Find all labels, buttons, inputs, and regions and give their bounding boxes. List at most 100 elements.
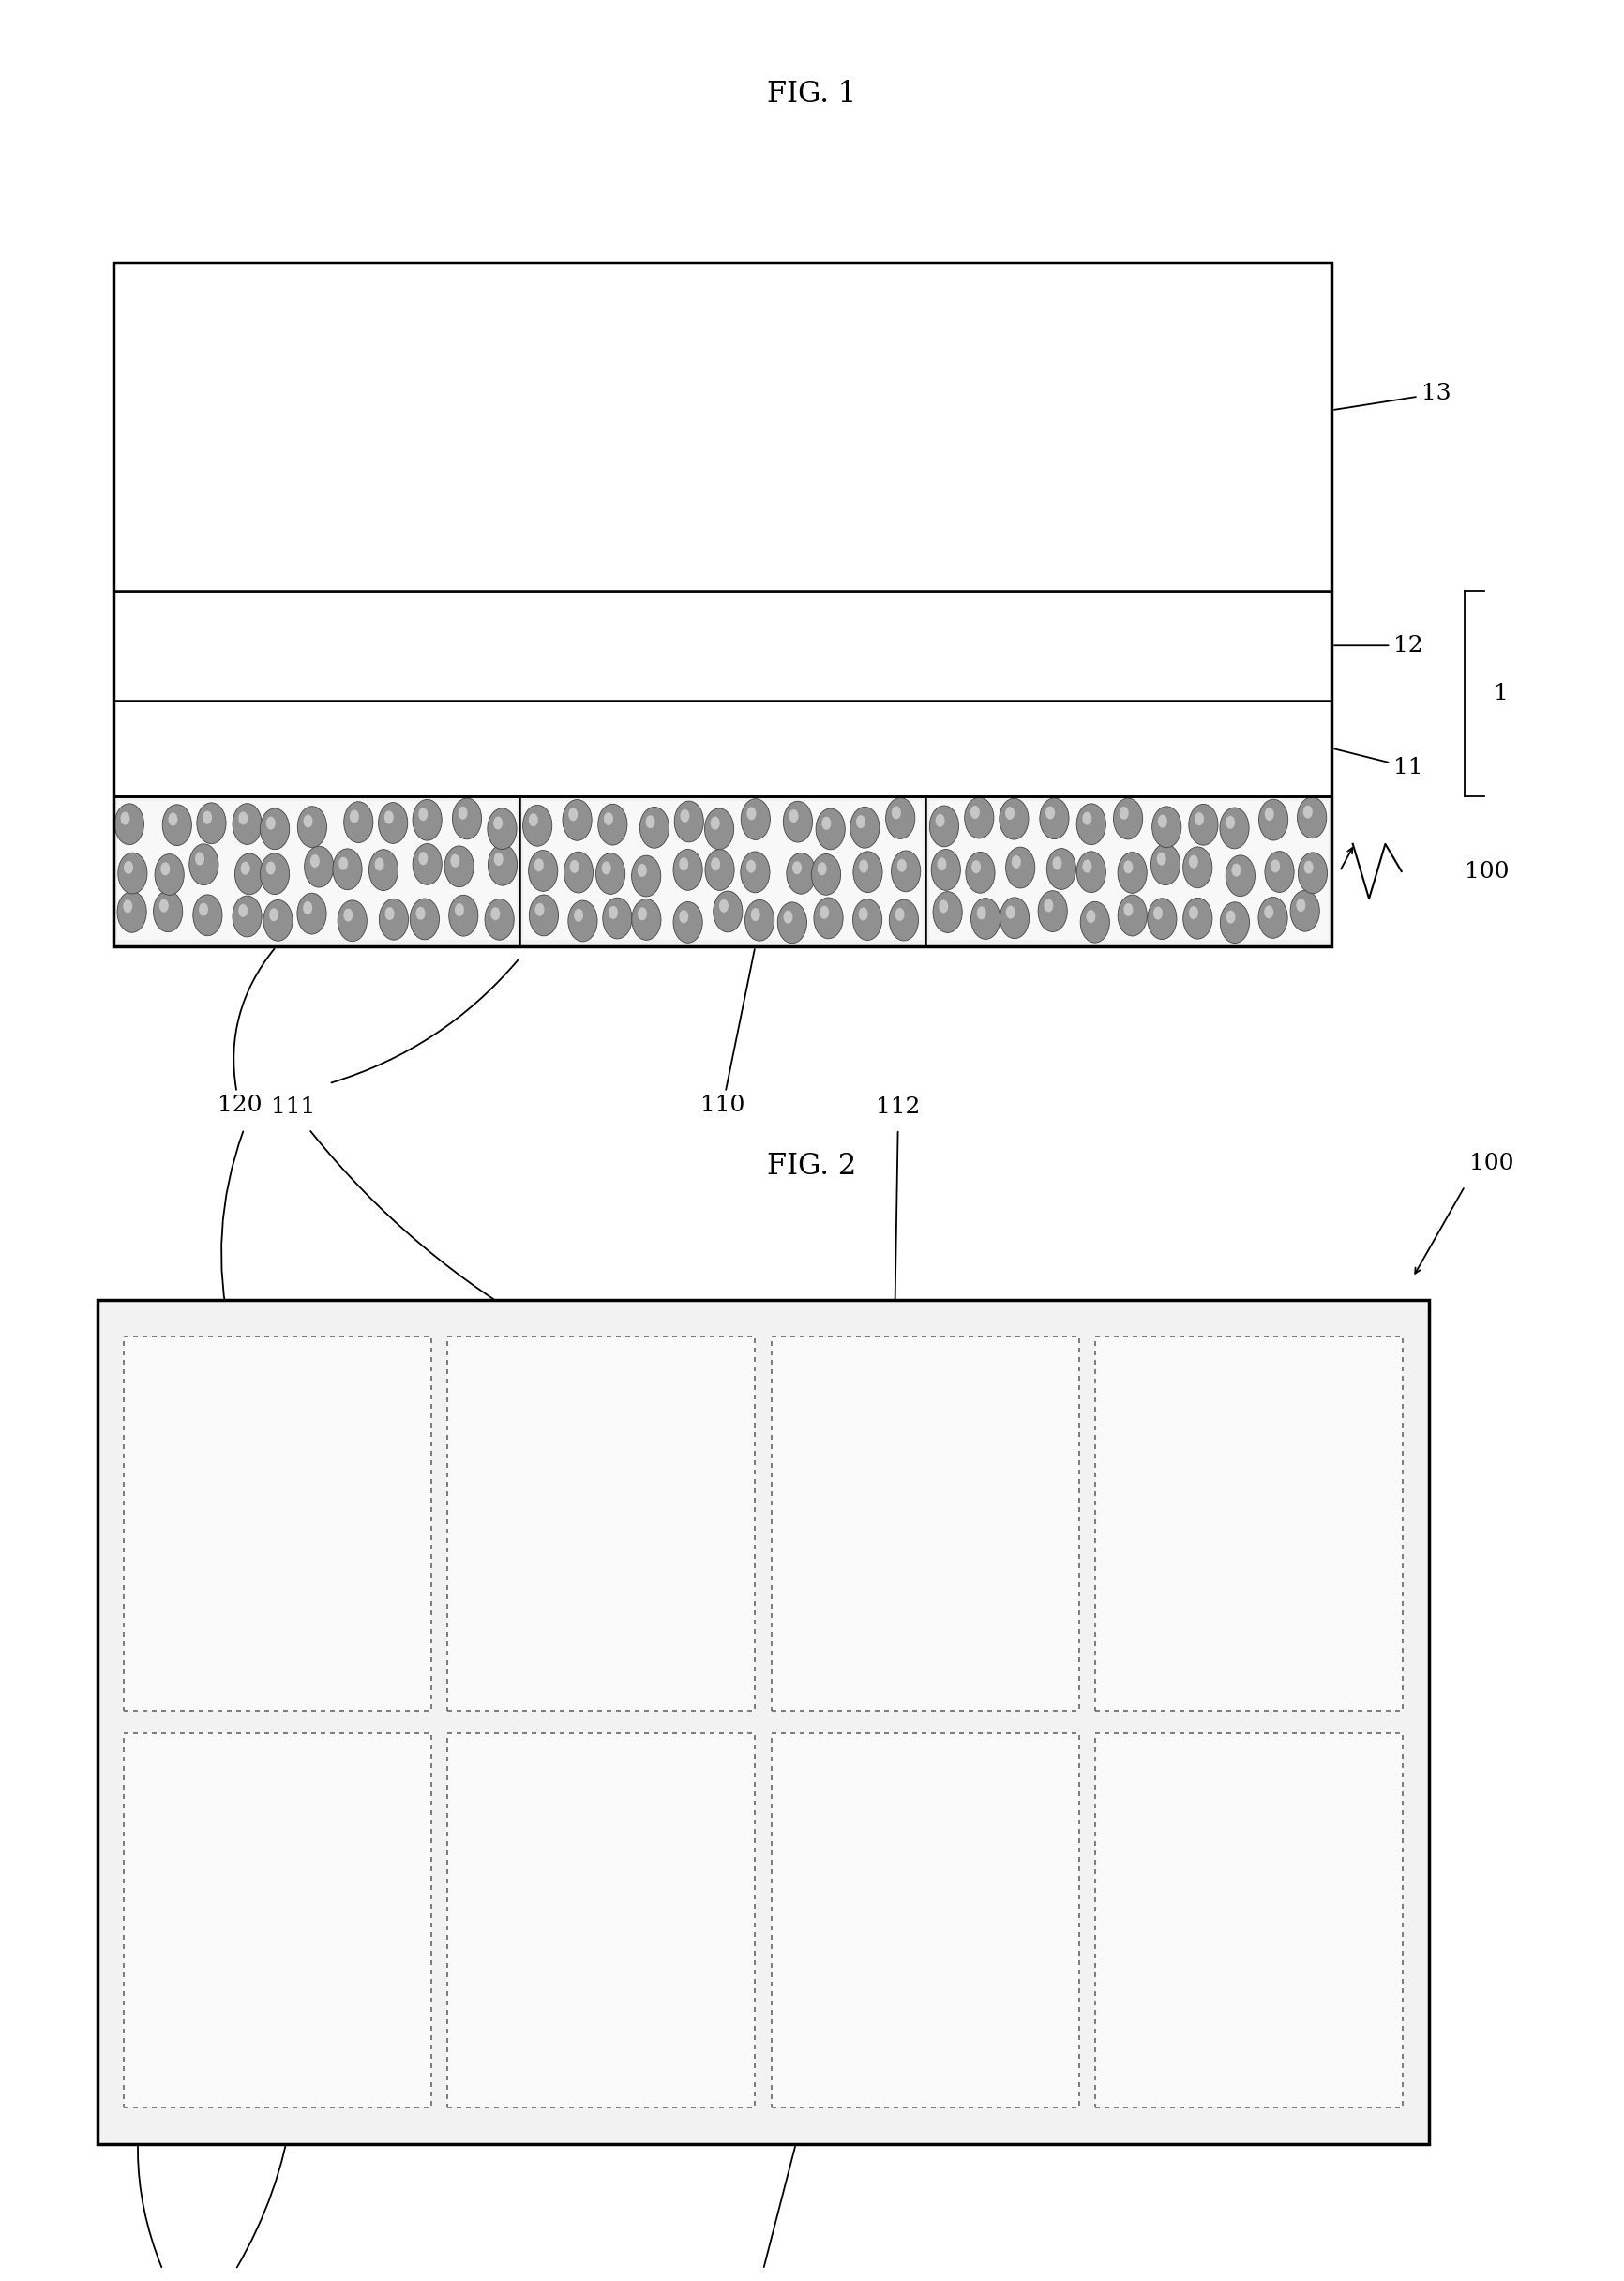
- Circle shape: [1332, 1843, 1340, 1854]
- Circle shape: [534, 1745, 564, 1786]
- Circle shape: [596, 853, 625, 894]
- Circle shape: [208, 1747, 237, 1788]
- Circle shape: [971, 1932, 979, 1943]
- Circle shape: [500, 1629, 510, 1642]
- Circle shape: [721, 1832, 750, 1873]
- Circle shape: [1179, 1781, 1208, 1823]
- Circle shape: [1181, 1487, 1210, 1528]
- Circle shape: [539, 1667, 549, 1679]
- Circle shape: [541, 1752, 549, 1765]
- Circle shape: [901, 1978, 911, 1989]
- Circle shape: [525, 1528, 554, 1569]
- Circle shape: [728, 1444, 737, 1458]
- Circle shape: [861, 1629, 870, 1640]
- Circle shape: [1340, 1754, 1348, 1768]
- Circle shape: [1004, 1348, 1033, 1389]
- Circle shape: [896, 1873, 926, 1914]
- Circle shape: [283, 2067, 291, 2080]
- Circle shape: [1151, 1891, 1161, 1905]
- Circle shape: [412, 798, 442, 839]
- Circle shape: [1150, 2014, 1160, 2028]
- Circle shape: [565, 1971, 594, 2012]
- Circle shape: [784, 1444, 794, 1458]
- Circle shape: [451, 1829, 481, 1870]
- Circle shape: [367, 1578, 377, 1592]
- Circle shape: [1181, 1745, 1210, 1786]
- Circle shape: [1039, 798, 1069, 839]
- Circle shape: [937, 1355, 947, 1369]
- Circle shape: [1010, 1403, 1020, 1417]
- Circle shape: [578, 1843, 588, 1857]
- Circle shape: [575, 1578, 585, 1592]
- Circle shape: [1296, 1670, 1306, 1683]
- Circle shape: [490, 1572, 520, 1613]
- Circle shape: [971, 1975, 979, 1989]
- Circle shape: [1138, 1793, 1168, 1834]
- Bar: [771, 1337, 1078, 1711]
- Circle shape: [640, 1610, 669, 1651]
- Circle shape: [322, 1528, 331, 1542]
- Circle shape: [780, 1966, 809, 2007]
- Circle shape: [1327, 1394, 1356, 1435]
- Circle shape: [385, 908, 395, 919]
- Circle shape: [937, 1574, 947, 1588]
- Circle shape: [778, 1875, 807, 1916]
- Circle shape: [822, 1567, 851, 1608]
- Circle shape: [1186, 1355, 1194, 1369]
- Circle shape: [791, 2067, 801, 2080]
- Circle shape: [603, 899, 632, 940]
- Circle shape: [123, 899, 133, 912]
- Circle shape: [728, 1750, 737, 1763]
- Circle shape: [611, 1750, 640, 1791]
- Circle shape: [893, 1574, 922, 1615]
- Circle shape: [534, 1845, 544, 1859]
- Circle shape: [534, 903, 544, 917]
- Circle shape: [685, 2021, 695, 2035]
- Circle shape: [208, 1540, 218, 1553]
- Circle shape: [135, 1754, 145, 1768]
- Bar: [128, 1740, 425, 2101]
- Circle shape: [1367, 1800, 1377, 1811]
- Circle shape: [218, 2062, 227, 2073]
- Circle shape: [1288, 1613, 1317, 1654]
- Circle shape: [1109, 2067, 1119, 2080]
- Circle shape: [461, 1430, 490, 1471]
- Circle shape: [365, 1439, 375, 1453]
- Circle shape: [1296, 1398, 1306, 1412]
- Circle shape: [859, 860, 869, 874]
- Circle shape: [1216, 1665, 1246, 1706]
- Circle shape: [320, 1743, 349, 1784]
- Circle shape: [1294, 2067, 1304, 2080]
- Circle shape: [818, 1483, 848, 1524]
- Circle shape: [278, 1346, 307, 1387]
- Circle shape: [1044, 1843, 1054, 1854]
- Circle shape: [239, 1387, 268, 1428]
- Circle shape: [1252, 1880, 1281, 1921]
- Circle shape: [1338, 2021, 1348, 2035]
- Circle shape: [531, 1439, 560, 1480]
- Bar: [128, 1344, 425, 1704]
- Circle shape: [533, 1401, 541, 1414]
- Circle shape: [1145, 1800, 1155, 1813]
- Circle shape: [690, 1620, 700, 1633]
- Circle shape: [1182, 2026, 1192, 2039]
- Circle shape: [849, 1476, 879, 1517]
- Circle shape: [861, 1795, 869, 1807]
- Circle shape: [159, 899, 169, 912]
- Circle shape: [940, 1930, 950, 1943]
- Circle shape: [322, 1389, 351, 1430]
- Circle shape: [1328, 1540, 1338, 1553]
- Bar: [771, 1734, 1078, 2108]
- Circle shape: [1324, 2055, 1353, 2096]
- Circle shape: [135, 1526, 164, 1567]
- Circle shape: [1109, 1927, 1138, 1969]
- Circle shape: [1044, 2016, 1073, 2057]
- Circle shape: [788, 1540, 797, 1551]
- Circle shape: [1002, 1476, 1031, 1517]
- Circle shape: [390, 1394, 419, 1435]
- Text: FIG. 2: FIG. 2: [768, 1152, 856, 1182]
- Circle shape: [1143, 1745, 1153, 1759]
- Circle shape: [1049, 1927, 1057, 1939]
- Circle shape: [934, 1620, 942, 1633]
- Circle shape: [354, 1346, 383, 1387]
